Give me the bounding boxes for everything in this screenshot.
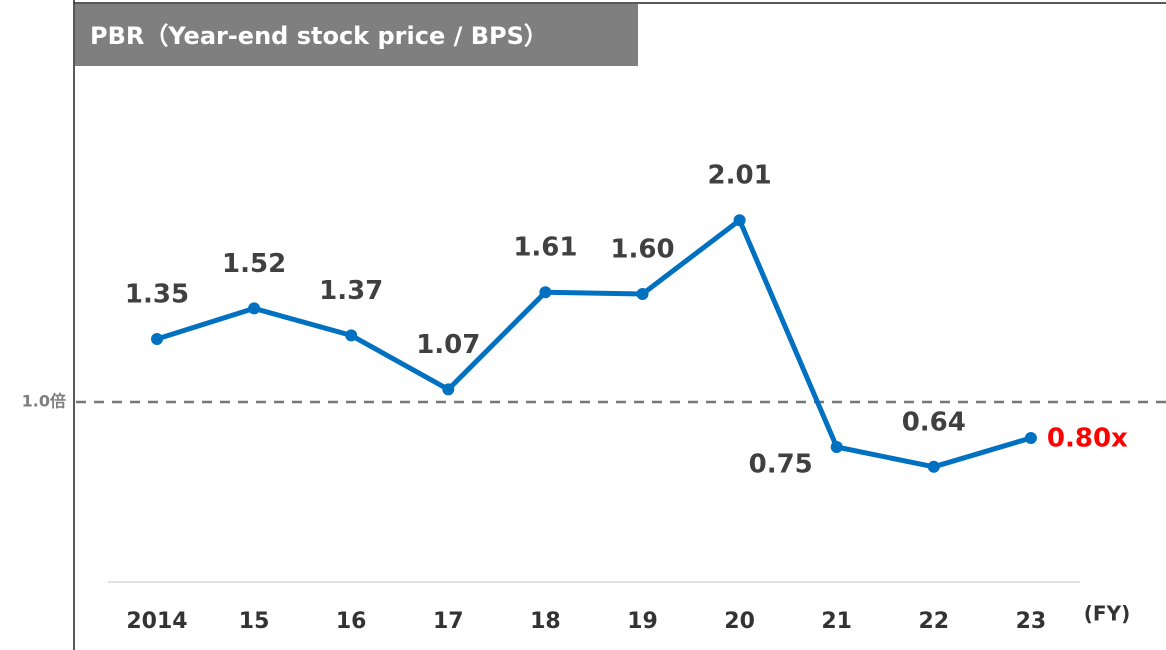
x-tick-label: 21 <box>821 609 852 634</box>
marker <box>830 441 843 453</box>
marker <box>539 286 552 299</box>
reference-label: 1.0倍 <box>22 392 66 411</box>
x-tick-label: 15 <box>239 609 270 634</box>
x-axis-label: (FY) <box>1084 602 1130 626</box>
line <box>156 217 1032 470</box>
x-tick-label: 23 <box>1016 609 1047 634</box>
marker <box>927 460 940 473</box>
marker <box>345 329 358 342</box>
data-label: 1.07 <box>416 330 480 360</box>
title-box <box>75 4 638 66</box>
data-label: 1.52 <box>222 249 286 279</box>
marker <box>248 302 261 315</box>
x-tick-label: 2014 <box>126 609 187 634</box>
x-tick-label: 20 <box>724 609 755 634</box>
marker <box>151 333 163 345</box>
x-tick-label: 16 <box>336 609 367 634</box>
marker <box>442 383 455 396</box>
data-label: 0.64 <box>902 407 966 437</box>
data-label: 2.01 <box>708 161 772 191</box>
marker <box>733 214 746 227</box>
x-tick-label: 22 <box>918 609 949 634</box>
data-label: 0.75 <box>749 450 813 480</box>
data-label: 1.61 <box>513 233 577 263</box>
data-label: 1.37 <box>319 276 383 306</box>
x-tick-label: 19 <box>627 609 658 634</box>
x-tick-label: 18 <box>530 609 561 634</box>
chart-title: PBR（Year-end stock price / BPS） <box>90 22 548 50</box>
marker <box>636 288 649 300</box>
data-label: 1.35 <box>125 280 189 310</box>
marker <box>1024 432 1037 444</box>
data-label: 1.60 <box>610 235 674 265</box>
x-tick-label: 17 <box>433 609 464 634</box>
data-label: 0.80x <box>1047 424 1128 454</box>
